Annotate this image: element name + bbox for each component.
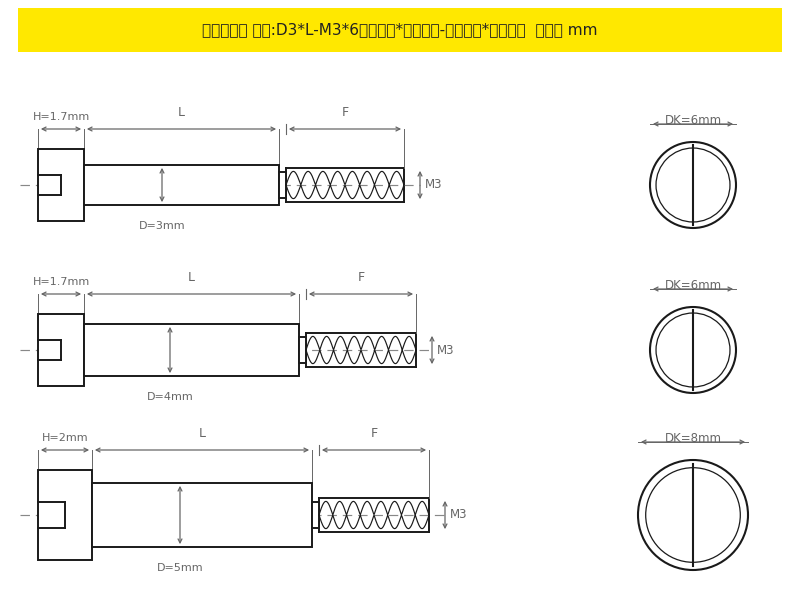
- Text: L: L: [198, 427, 206, 440]
- Ellipse shape: [656, 148, 730, 222]
- Text: L: L: [178, 106, 185, 119]
- Text: M3: M3: [425, 178, 442, 191]
- Ellipse shape: [656, 313, 730, 387]
- Ellipse shape: [650, 142, 736, 228]
- Text: F: F: [342, 106, 349, 119]
- Text: M3: M3: [437, 343, 454, 357]
- Bar: [38, 470, 92, 560]
- Text: DK=6mm: DK=6mm: [665, 279, 722, 292]
- Text: DK=6mm: DK=6mm: [665, 114, 722, 127]
- Bar: [299, 337, 306, 363]
- Bar: [92, 483, 312, 547]
- Bar: [279, 172, 286, 198]
- Bar: [38, 149, 84, 221]
- Text: DK=8mm: DK=8mm: [665, 432, 722, 445]
- Text: L: L: [188, 271, 195, 284]
- Text: H=1.7mm: H=1.7mm: [32, 112, 90, 122]
- Text: D=4mm: D=4mm: [146, 392, 194, 402]
- Ellipse shape: [650, 307, 736, 393]
- Bar: [38, 314, 84, 386]
- Text: D=5mm: D=5mm: [157, 563, 203, 573]
- Ellipse shape: [638, 460, 748, 570]
- Ellipse shape: [646, 468, 740, 562]
- Text: D=3mm: D=3mm: [138, 221, 186, 231]
- Text: H=2mm: H=2mm: [42, 433, 88, 443]
- Bar: [18, 8, 782, 52]
- Text: 尺寸说明： 例如:D3*L-M3*6光杆直径*光杆长度-耗牙直径*耗牙长度  单位： mm: 尺寸说明： 例如:D3*L-M3*6光杆直径*光杆长度-耗牙直径*耗牙长度 单位…: [202, 23, 598, 37]
- Text: F: F: [358, 271, 365, 284]
- Text: F: F: [370, 427, 378, 440]
- Bar: [312, 502, 319, 528]
- Bar: [84, 324, 299, 376]
- Text: H=1.7mm: H=1.7mm: [32, 277, 90, 287]
- Text: M3: M3: [450, 509, 467, 522]
- Bar: [84, 165, 279, 205]
